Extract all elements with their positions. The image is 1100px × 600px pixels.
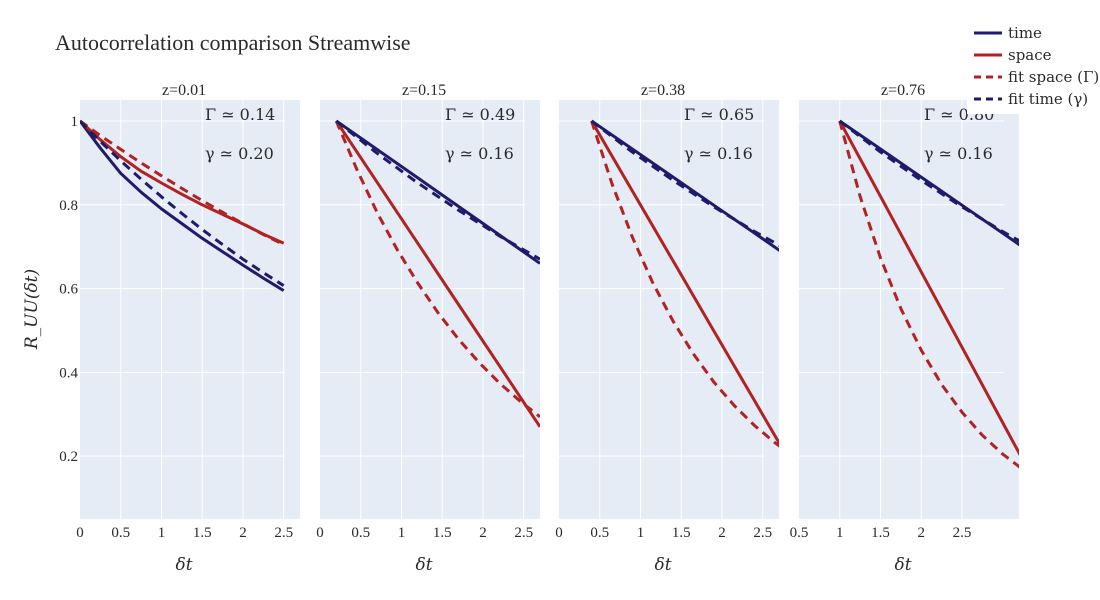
x-tick-label: 0.5 <box>111 525 130 541</box>
x-tick-label: 1 <box>158 525 166 541</box>
x-tick-label: 1 <box>637 525 645 541</box>
x-tick-label: 0 <box>555 525 563 541</box>
x-tick-label: 0 <box>76 525 84 541</box>
x-tick-label: 2 <box>718 525 726 541</box>
y-tick-label: 0.8 <box>59 198 78 214</box>
x-axis-label: δt <box>654 555 671 575</box>
panel-subtitle: z=0.01 <box>162 82 206 99</box>
x-tick-label: 1.5 <box>433 525 452 541</box>
annotation-gamma-small: γ ≃ 0.16 <box>684 144 753 163</box>
x-tick-label: 2 <box>479 525 487 541</box>
x-tick-label: 2.5 <box>514 525 533 541</box>
annotation-gamma-big: Γ ≃ 0.14 <box>205 105 275 124</box>
legend-label: time <box>1008 24 1042 42</box>
annotation-gamma-big: Γ ≃ 0.65 <box>684 105 754 124</box>
panels: z=0.01 0 0.5 1 1.5 2 2.5 δt 0.2 0.4 0.6 0.8 1 Γ ≃ 0.1… <box>59 82 1043 575</box>
x-axis-label: δt <box>415 555 432 575</box>
annotation-gamma-big: Γ ≃ 0.49 <box>445 105 515 124</box>
legend: time space fit space (Γ) fit time (γ) <box>967 20 1099 114</box>
panel-subtitle: z=0.38 <box>641 82 685 99</box>
annotation-gamma-small: γ ≃ 0.20 <box>205 144 274 163</box>
x-tick-label: 1.5 <box>193 525 212 541</box>
panel-3: z=0.38 0 0.5 1 1.5 2 2.5 δt Γ ≃ 0.65 γ ≃ 0.16 <box>555 82 795 575</box>
x-tick-label: 1.5 <box>871 525 890 541</box>
x-tick-label: 0 <box>316 525 324 541</box>
chart-title: Autocorrelation comparison Streamwise <box>55 30 411 55</box>
y-tick-label: 0.4 <box>59 365 78 381</box>
x-tick-label: 0.5 <box>590 525 609 541</box>
x-tick-label: 1 <box>836 525 844 541</box>
x-axis-label: δt <box>894 555 911 575</box>
y-axis-label: R_UU(δt) <box>22 269 42 350</box>
legend-label: fit space (Γ) <box>1008 68 1099 86</box>
y-tick-label: 0.2 <box>59 449 78 465</box>
x-tick-label: 2.5 <box>274 525 293 541</box>
x-tick-label: 1.5 <box>672 525 691 541</box>
y-tick-label: 0.6 <box>59 282 78 298</box>
x-tick-label: 2 <box>917 525 925 541</box>
x-tick-label: 2.5 <box>953 525 972 541</box>
x-tick-label: 2 <box>239 525 247 541</box>
annotation-gamma-small: γ ≃ 0.16 <box>445 144 514 163</box>
y-tick-label: 1 <box>71 114 79 130</box>
x-tick-label: 1 <box>398 525 406 541</box>
legend-label: fit time (γ) <box>1008 90 1088 108</box>
x-tick-label: 0.5 <box>790 525 809 541</box>
panel-1: z=0.01 0 0.5 1 1.5 2 2.5 δt 0.2 0.4 0.6 0.8 1 Γ ≃ 0.1… <box>59 82 300 575</box>
panel-2: z=0.15 0 0.5 1 1.5 2 2.5 δt Γ ≃ 0.49 γ ≃ 0.16 <box>316 82 540 575</box>
panel-subtitle: z=0.15 <box>402 82 446 99</box>
x-axis-label: δt <box>175 555 192 575</box>
panel-subtitle: z=0.76 <box>881 82 925 99</box>
legend-label: space <box>1008 46 1052 64</box>
x-tick-label: 0.5 <box>351 525 370 541</box>
x-tick-label: 2.5 <box>753 525 772 541</box>
annotation-gamma-small: γ ≃ 0.16 <box>924 144 993 163</box>
